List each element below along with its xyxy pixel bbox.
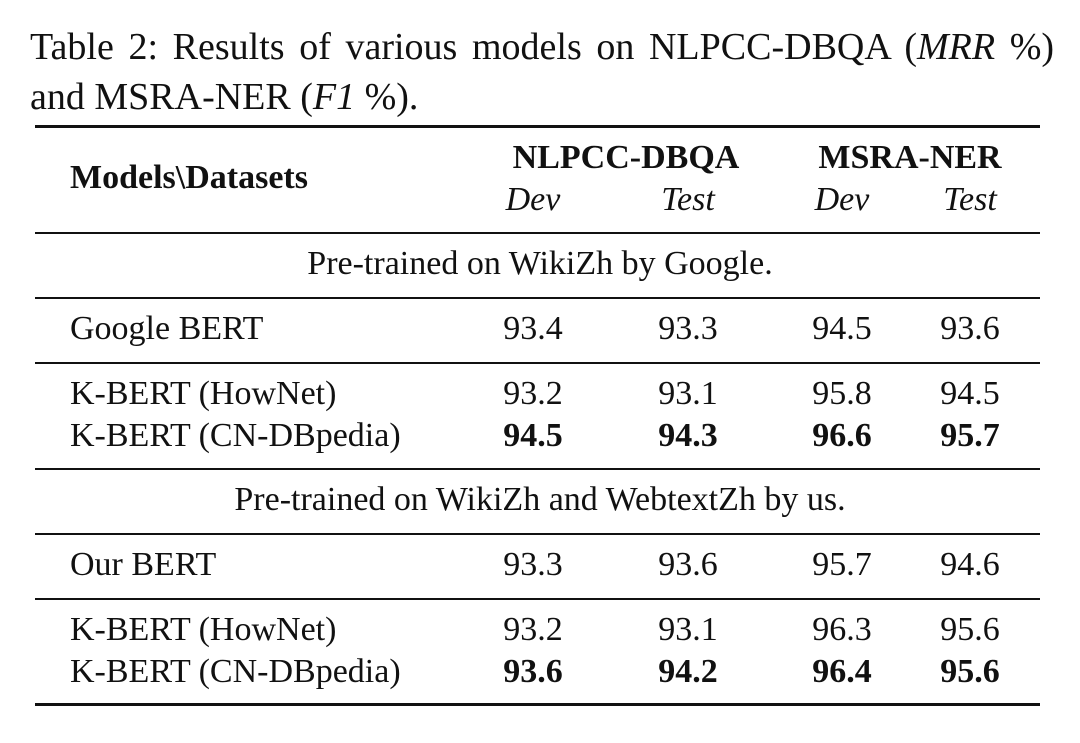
cell-value: 93.3 (503, 546, 563, 583)
cell-value: 94.3 (658, 417, 718, 454)
cell-value: 93.2 (503, 611, 563, 648)
caption-text: %) and MSRA-NER ( (30, 26, 1054, 118)
cell-value: 93.3 (658, 310, 718, 347)
column-header: Test (661, 181, 715, 218)
column-header: Dev (505, 181, 561, 218)
cell-value: 93.1 (658, 375, 718, 412)
cell-value: 95.6 (940, 611, 1000, 648)
cell-value: 94.5 (812, 310, 872, 347)
section-title: Pre-trained on WikiZh by Google. (307, 245, 773, 282)
model-name: Google BERT (70, 310, 264, 347)
caption: Table 2: Results of various models on NL… (30, 22, 1054, 122)
cell-value: 94.5 (503, 417, 563, 454)
rule (35, 297, 1040, 299)
cell-value: 95.7 (812, 546, 872, 583)
cell-value: 96.3 (812, 611, 872, 648)
cell-value: 96.4 (812, 653, 872, 690)
caption-text: Table 2: Results of various models on NL… (30, 26, 917, 68)
cell-value: 94.2 (658, 653, 718, 690)
column-header: Test (943, 181, 997, 218)
rule (35, 125, 1040, 128)
cell-value: 93.2 (503, 375, 563, 412)
cell-value: 93.1 (658, 611, 718, 648)
rule (35, 232, 1040, 234)
rule (35, 703, 1040, 706)
caption-metric: F1 (312, 76, 356, 118)
caption-text: %). (355, 76, 419, 118)
section-title: Pre-trained on WikiZh and WebtextZh by u… (234, 481, 846, 518)
model-name: K-BERT (CN-DBpedia) (70, 653, 401, 690)
cell-value: 95.6 (940, 653, 1000, 690)
cell-value: 93.4 (503, 310, 563, 347)
cell-value: 94.6 (940, 546, 1000, 583)
rule (35, 598, 1040, 600)
model-name: K-BERT (HowNet) (70, 611, 337, 648)
cell-value: 95.7 (940, 417, 1000, 454)
group-header: MSRA-NER (818, 139, 1002, 176)
caption-metric: MRR (916, 26, 996, 68)
model-name: Our BERT (70, 546, 217, 583)
rule (35, 362, 1040, 364)
model-name: K-BERT (HowNet) (70, 375, 337, 412)
cell-value: 95.8 (812, 375, 872, 412)
rule (35, 468, 1040, 470)
cell-value: 94.5 (940, 375, 1000, 412)
model-name: K-BERT (CN-DBpedia) (70, 417, 401, 454)
cell-value: 93.6 (940, 310, 1000, 347)
cell-value: 93.6 (658, 546, 718, 583)
group-header: NLPCC-DBQA (512, 139, 740, 176)
column-header: Dev (814, 181, 870, 218)
corner-header: Models\Datasets (70, 159, 308, 196)
rule (35, 533, 1040, 535)
cell-value: 93.6 (503, 653, 563, 690)
cell-value: 96.6 (812, 417, 872, 454)
